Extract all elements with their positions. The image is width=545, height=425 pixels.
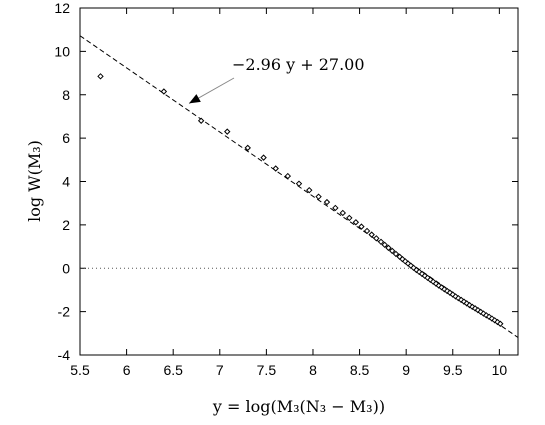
- data-point-0-4: [244, 144, 251, 152]
- y-tick-label-4: 4: [62, 174, 70, 190]
- y-tick-label-1: -2: [58, 304, 71, 320]
- data-point-0-22: [385, 244, 392, 252]
- x-axis-label: y = log(M₃(N₃ − M₃)): [212, 397, 385, 416]
- plot-frame: [79, 7, 519, 356]
- data-point-0-6: [272, 165, 279, 172]
- x-tick-label-8: 9.5: [443, 362, 463, 378]
- ticks: 5.5 6 6.5 7 7.5 8 8.5 9 9.5 10 -4 -2 0 2 4 6 8 10 12: [54, 0, 518, 378]
- y-tick-label-2: 0: [62, 260, 70, 276]
- y-tick-label-0: -4: [58, 347, 71, 363]
- x-tick-label-3: 7: [216, 362, 224, 378]
- x-tick-label-5: 8: [309, 362, 317, 378]
- data-point-0-13: [339, 209, 347, 217]
- data-point-0-2: [197, 117, 205, 124]
- fit-annotation: −2.96 y + 27.00: [188, 55, 365, 104]
- y-tick-label-5: 6: [62, 130, 70, 146]
- data-point-0-14: [346, 214, 353, 222]
- data-point-0-7: [284, 172, 292, 180]
- y-tick-label-7: 10: [54, 43, 70, 59]
- x-tick-label-1: 6: [123, 362, 131, 378]
- x-tick-label-7: 9: [402, 362, 410, 378]
- annotation-arrowhead: [189, 94, 201, 104]
- data-point-0-12: [332, 204, 339, 212]
- data-point-0-17: [363, 227, 371, 235]
- data-point-0-20: [377, 238, 385, 245]
- data-point-0-21: [381, 241, 388, 249]
- data-point-0-19: [373, 235, 380, 242]
- data-point-0-10: [315, 193, 322, 200]
- data-point-0-11: [323, 198, 331, 206]
- data-point-0-23: [388, 247, 396, 255]
- data-point-0-9: [306, 186, 313, 194]
- x-tick-label-4: 7.5: [257, 362, 277, 378]
- data-point-0-0: [97, 73, 104, 80]
- data-point-0-24: [392, 250, 400, 258]
- y-axis-label: log W(M₃): [25, 140, 44, 222]
- data-point-0-1: [160, 88, 168, 95]
- fit-line-label: −2.96 y + 27.00: [232, 55, 365, 74]
- x-tick-label-6: 8.5: [350, 362, 370, 378]
- data-point-0-5: [260, 154, 267, 161]
- data-points: [97, 73, 504, 327]
- data-point-0-61: [497, 320, 504, 327]
- data-point-0-8: [295, 180, 303, 187]
- x-tick-label-9: 10: [492, 362, 508, 378]
- y-tick-label-3: 2: [62, 217, 70, 233]
- data-point-0-3: [224, 128, 231, 135]
- data-point-0-16: [358, 223, 365, 230]
- x-tick-label-0: 5.5: [70, 362, 90, 378]
- data-point-0-18: [368, 231, 375, 238]
- x-tick-label-2: 6.5: [163, 362, 183, 378]
- y-tick-label-8: 12: [54, 0, 70, 16]
- y-tick-label-6: 8: [62, 87, 70, 103]
- data-point-0-15: [352, 219, 360, 226]
